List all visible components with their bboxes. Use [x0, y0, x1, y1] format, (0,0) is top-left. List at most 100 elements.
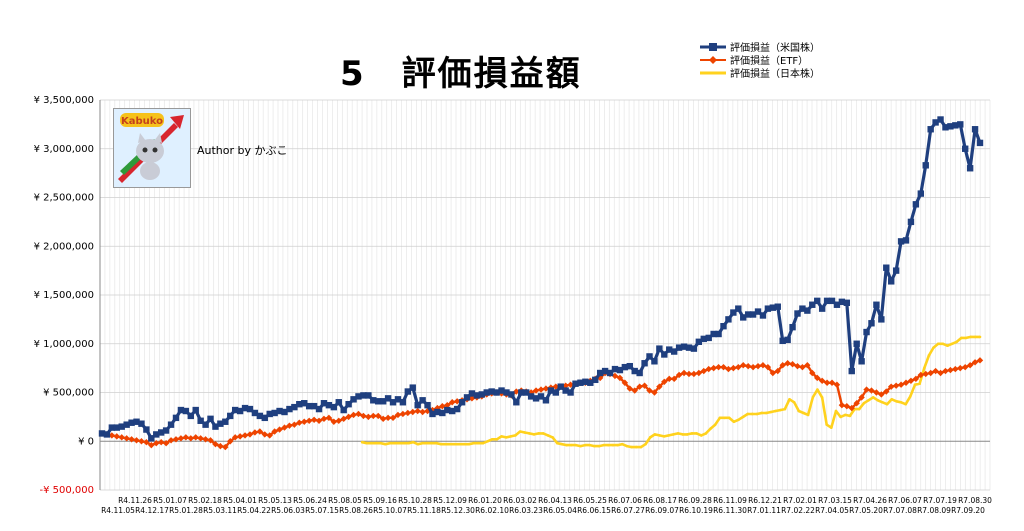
- data-point: [537, 432, 540, 435]
- data-point: [486, 439, 489, 443]
- data-point: [414, 401, 421, 409]
- data-point: [843, 413, 847, 417]
- data-point: [360, 412, 367, 420]
- data-point: [764, 363, 772, 371]
- data-point: [103, 431, 111, 438]
- data-point: [301, 418, 308, 425]
- data-point: [653, 433, 657, 436]
- data-point: [523, 389, 530, 396]
- x-tick-label: R5.07.15: [305, 506, 339, 515]
- data-point: [286, 405, 293, 413]
- data-point: [271, 428, 278, 435]
- data-point: [621, 363, 629, 371]
- data-point: [779, 337, 786, 345]
- data-point: [518, 389, 525, 396]
- data-point: [473, 392, 481, 399]
- x-tick-label: R7.07.19: [923, 496, 957, 505]
- data-point: [907, 377, 915, 384]
- data-point: [414, 407, 421, 415]
- x-tick-label: R5.09.16: [363, 496, 397, 505]
- data-point: [833, 381, 841, 388]
- data-point: [567, 389, 574, 396]
- data-point: [546, 434, 550, 437]
- data-point: [962, 363, 969, 371]
- x-tick-label: R6.07.27: [611, 506, 645, 515]
- data-point: [596, 374, 604, 382]
- data-point: [509, 435, 513, 438]
- data-point: [551, 436, 554, 439]
- data-point: [937, 116, 944, 123]
- data-point: [723, 416, 726, 420]
- y-tick-label: ¥ 500,000: [43, 388, 94, 399]
- data-point: [384, 442, 387, 446]
- data-point: [320, 415, 328, 423]
- data-point: [411, 440, 415, 444]
- data-point: [157, 429, 165, 436]
- data-point: [710, 330, 717, 338]
- data-point: [670, 348, 678, 355]
- data-point: [883, 388, 890, 395]
- data-point: [493, 389, 500, 396]
- x-tick-label: R6.09.07: [645, 506, 679, 515]
- data-point: [602, 443, 606, 447]
- data-point: [488, 388, 495, 395]
- data-point: [651, 389, 658, 396]
- data-point: [709, 427, 712, 430]
- x-tick-label: R6.07.06: [608, 496, 642, 505]
- data-point: [330, 418, 338, 425]
- data-point: [964, 336, 968, 340]
- data-point: [680, 369, 688, 377]
- data-point: [710, 364, 717, 372]
- data-point: [774, 303, 781, 310]
- data-point: [927, 354, 931, 357]
- data-point: [947, 123, 954, 130]
- x-tick-label: R6.10.19: [679, 506, 713, 515]
- data-point: [444, 401, 451, 409]
- data-point: [398, 441, 401, 445]
- data-point: [804, 307, 811, 314]
- data-point: [918, 382, 921, 386]
- data-point: [98, 430, 106, 437]
- data-point: [828, 379, 836, 386]
- y-tick-label: ¥ 2,000,000: [34, 241, 94, 252]
- data-point: [897, 238, 905, 245]
- data-point: [895, 399, 898, 403]
- data-point: [379, 415, 387, 423]
- x-tick-label: R6.11.09: [713, 496, 747, 505]
- x-tick-label: R6.06.15: [577, 506, 611, 515]
- data-point: [661, 378, 668, 385]
- data-point: [340, 415, 347, 423]
- data-point: [740, 314, 747, 321]
- y-tick-label: ¥ 0: [78, 436, 94, 447]
- data-point: [555, 441, 559, 445]
- data-point: [537, 386, 545, 393]
- data-point: [472, 441, 475, 445]
- data-point: [162, 427, 170, 434]
- data-point: [783, 407, 787, 411]
- data-point: [936, 342, 940, 346]
- y-tick-label: ¥ 1,000,000: [34, 339, 94, 350]
- data-point: [804, 362, 811, 369]
- data-point: [888, 278, 895, 285]
- data-point: [966, 165, 974, 172]
- logo-text: Kabuko: [121, 116, 163, 127]
- data-point: [937, 369, 944, 377]
- data-point: [631, 387, 638, 394]
- x-tick-label: R5.05.13: [258, 496, 292, 505]
- data-point: [360, 392, 367, 399]
- data-point: [661, 351, 668, 358]
- data-point: [587, 379, 594, 386]
- data-point: [360, 440, 364, 444]
- data-point: [118, 423, 125, 430]
- data-point: [513, 388, 520, 395]
- data-point: [917, 371, 925, 379]
- data-point: [636, 369, 643, 377]
- data-point: [962, 145, 969, 152]
- data-point: [388, 441, 392, 445]
- data-point: [251, 409, 259, 417]
- x-tick-label: R6.04.13: [538, 496, 572, 505]
- data-point: [187, 412, 194, 420]
- data-point: [950, 342, 954, 346]
- data-point: [569, 443, 573, 447]
- data-point: [737, 418, 740, 422]
